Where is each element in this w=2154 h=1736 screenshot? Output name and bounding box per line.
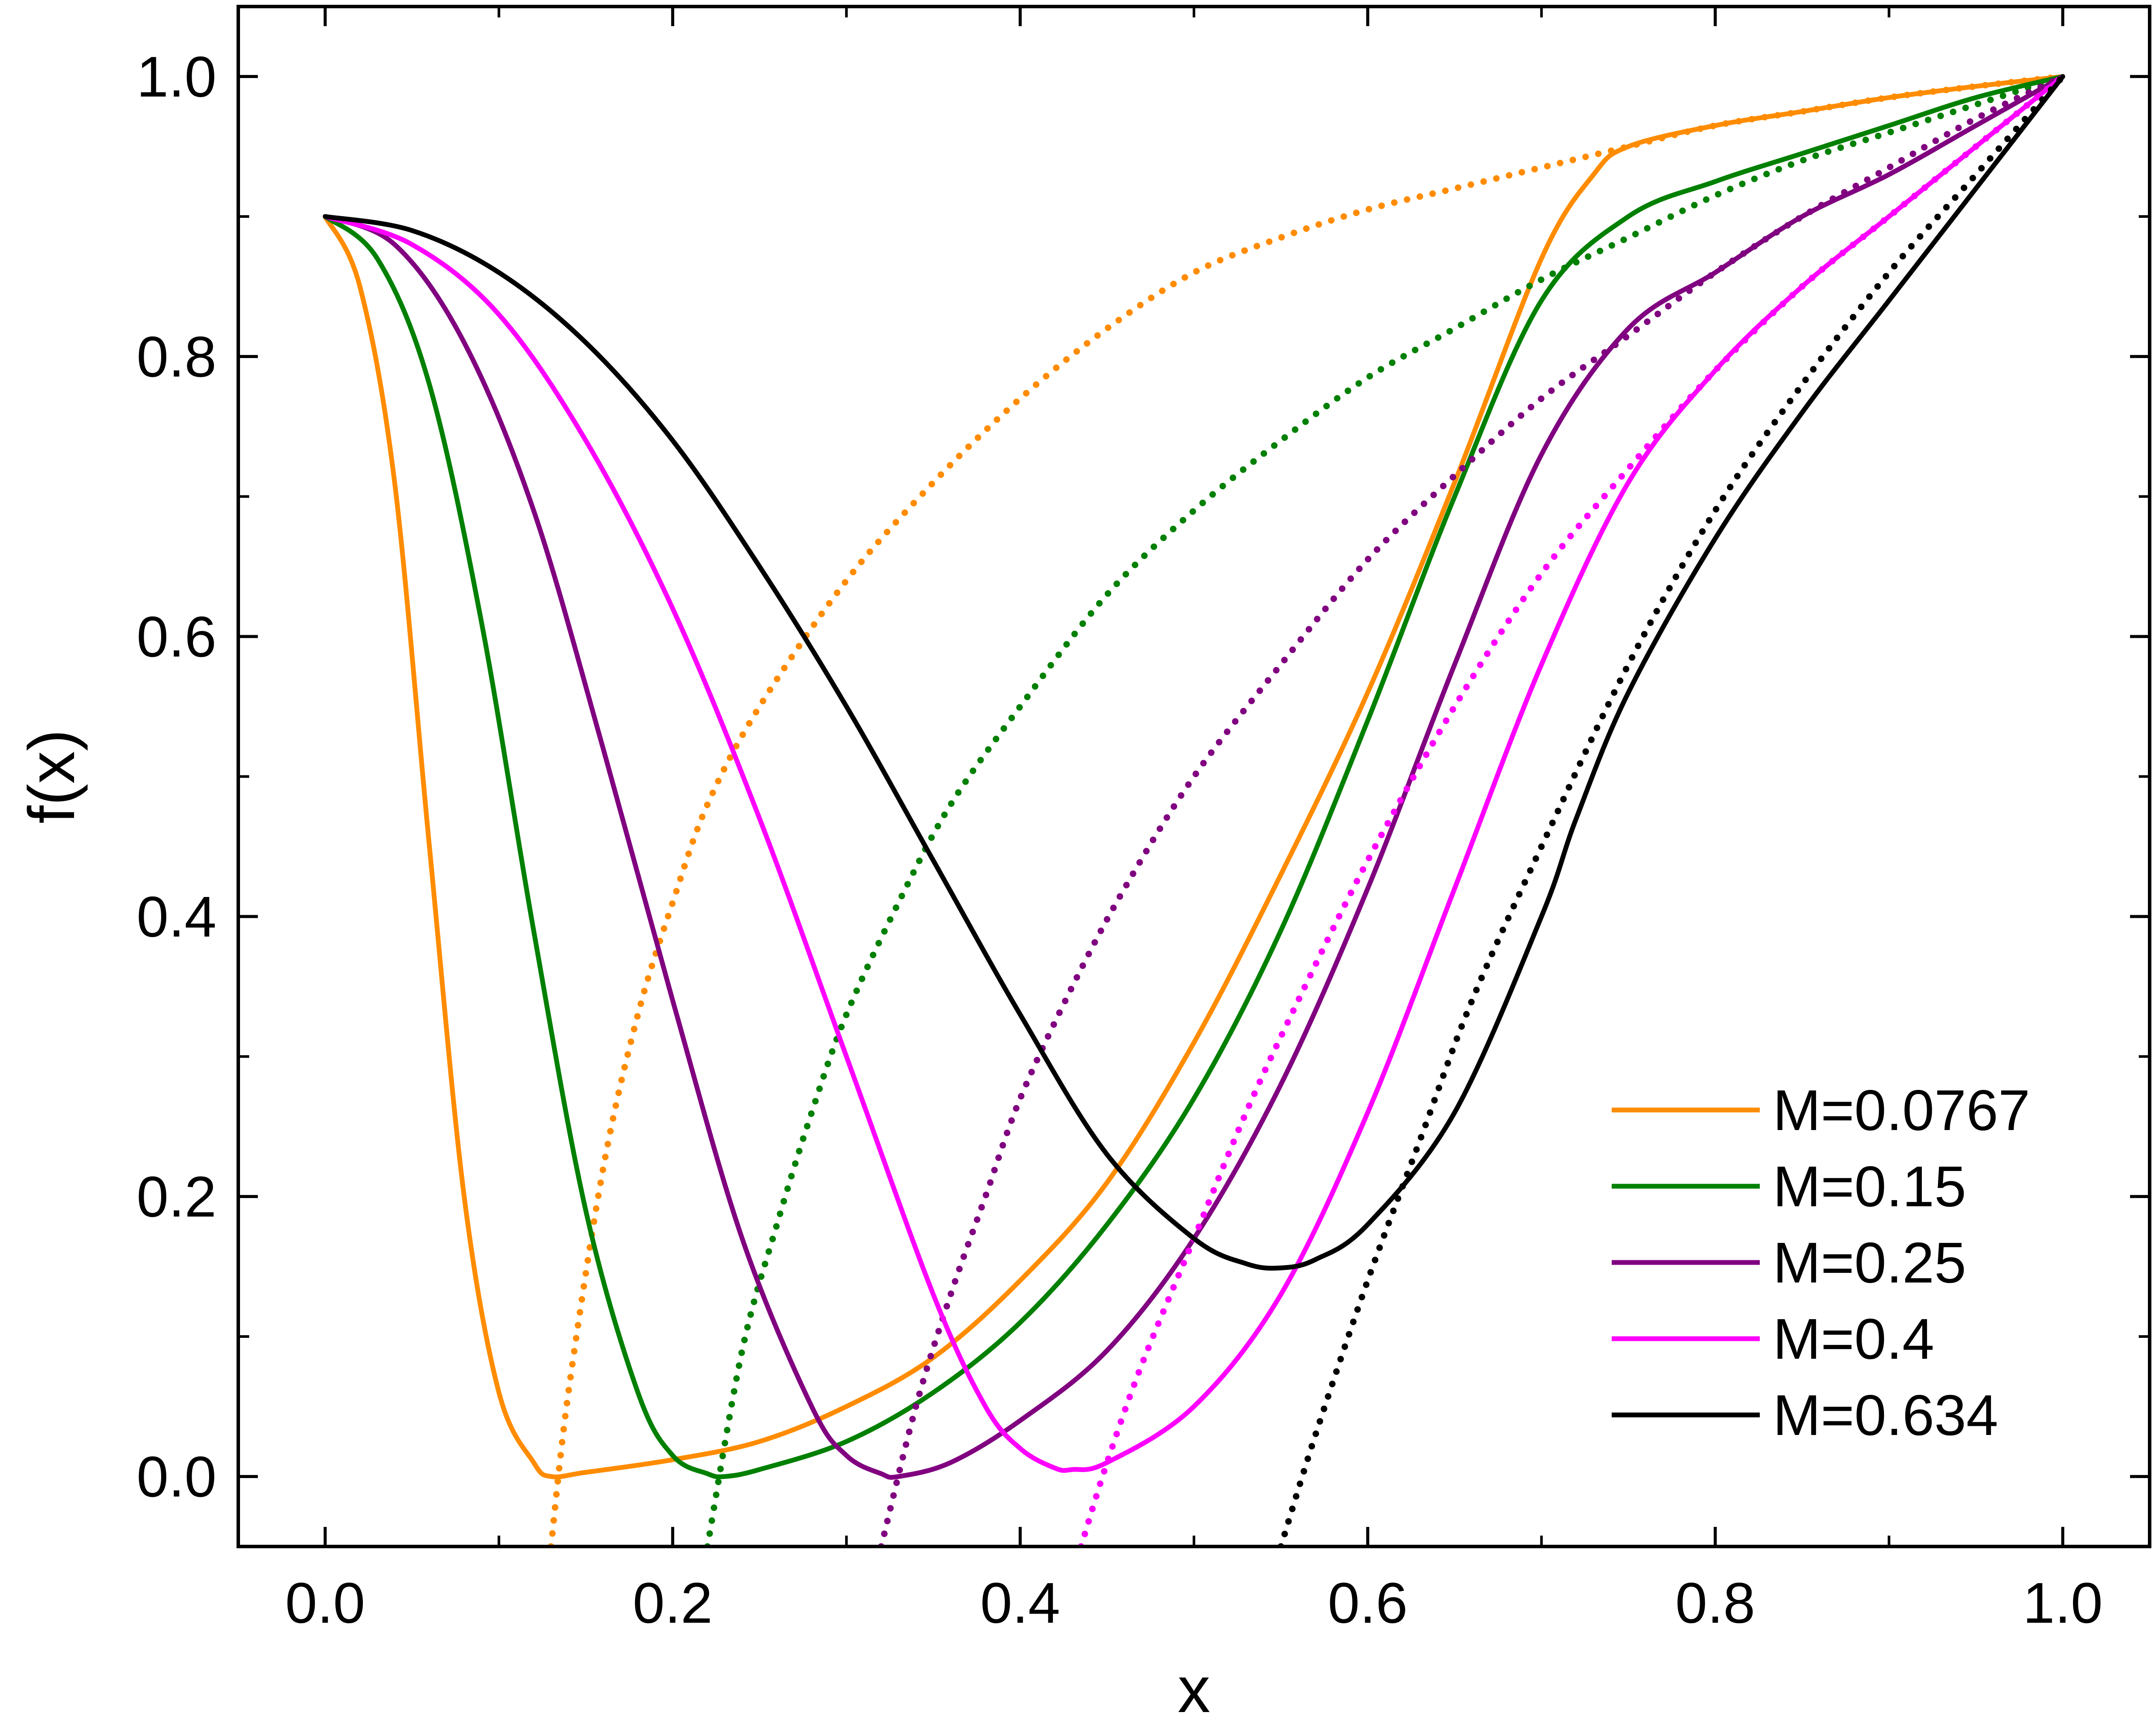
x-tick-label: 0.6: [1328, 1571, 1408, 1635]
x-tick-label: 1.0: [2023, 1571, 2103, 1635]
series-solid-line-0: [323, 74, 2065, 1479]
x-tick-label: 0.0: [285, 1571, 365, 1635]
series-dotted-line-1: [704, 73, 2066, 1546]
legend-label: M=0.4: [1773, 1307, 1934, 1371]
y-tick-label: 0.4: [137, 885, 217, 949]
x-tick-label: 0.2: [633, 1571, 713, 1635]
x-axis-title: x: [1178, 1653, 1211, 1726]
series-solid-line-4: [323, 74, 2065, 1271]
x-tick-label: 0.4: [980, 1571, 1060, 1635]
x-axis-ticks: 0.0 0.2 0.4 0.6 0.8 1.0: [285, 7, 2103, 1635]
plot-frame: [237, 5, 2151, 1548]
legend-label: M=0.0767: [1773, 1078, 2030, 1142]
y-tick-label: 0.8: [137, 325, 217, 389]
y-axis-ticks: 0.0 0.2 0.4 0.6 0.8 1.0: [137, 45, 2150, 1509]
legend: M=0.0767 M=0.15 M=0.25 M=0.4 M=0.634: [1612, 1078, 2030, 1447]
legend-label: M=0.25: [1773, 1231, 1966, 1295]
series-solid-line-1: [323, 74, 2065, 1479]
x-tick-label: 0.8: [1675, 1571, 1755, 1635]
series-solid-line-3: [323, 74, 2065, 1473]
y-axis-title: f(x): [15, 729, 88, 824]
legend-label: M=0.15: [1773, 1154, 1966, 1218]
y-tick-label: 1.0: [137, 45, 217, 109]
y-tick-label: 0.2: [137, 1165, 217, 1229]
series-layer: [323, 73, 2066, 1546]
y-tick-label: 0.6: [137, 605, 217, 669]
y-tick-label: 0.0: [137, 1445, 217, 1509]
series-solid-line-2: [323, 74, 2065, 1480]
series-dotted-line-2: [878, 73, 2066, 1546]
legend-label: M=0.634: [1773, 1383, 1998, 1447]
